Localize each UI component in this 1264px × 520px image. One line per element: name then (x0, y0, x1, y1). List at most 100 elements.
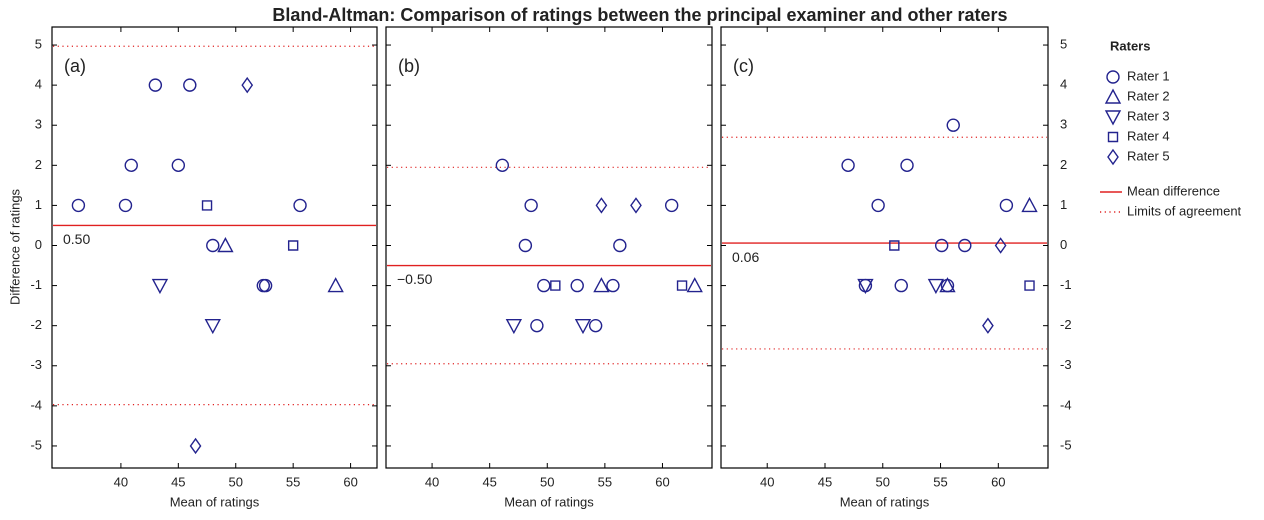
y-tick-label: 5 (1060, 36, 1067, 51)
x-tick-label: 55 (933, 474, 947, 489)
marker-circle (1106, 70, 1120, 84)
marker-diamond (595, 197, 608, 214)
y-tick-label: -2 (30, 317, 42, 332)
x-tick-label: 50 (876, 474, 890, 489)
y-tick-label: 4 (35, 77, 42, 92)
marker-square (550, 280, 561, 291)
marker-triangle-down (1104, 110, 1122, 126)
y-tick-label: -2 (1060, 317, 1072, 332)
y-tick-label: 1 (1060, 197, 1067, 212)
marker-square (676, 280, 688, 291)
marker-square (201, 200, 213, 211)
marker-triangle-down (927, 278, 945, 295)
marker-circle (71, 198, 86, 213)
y-tick-label: 0 (35, 237, 42, 252)
x-tick-label: 40 (760, 474, 774, 489)
marker-triangle-up (1021, 196, 1038, 213)
marker-triangle-down (151, 278, 169, 295)
marker-triangle-down (574, 318, 592, 335)
x-tick-label: 40 (425, 474, 439, 489)
y-axis-label: Difference of ratings (7, 188, 22, 305)
figure-title: Bland-Altman: Comparison of ratings betw… (272, 5, 1007, 25)
legend-label: Rater 5 (1127, 148, 1170, 163)
marker-circle (871, 198, 885, 213)
x-tick-label: 40 (114, 474, 128, 489)
marker-circle (171, 158, 186, 173)
marker-circle (183, 78, 197, 92)
marker-triangle-down (857, 278, 874, 295)
legend-label: Rater 3 (1127, 108, 1170, 123)
marker-circle (537, 278, 551, 293)
marker-circle (958, 238, 972, 253)
marker-circle (518, 238, 533, 253)
marker-diamond (630, 197, 642, 214)
marker-square (889, 240, 900, 251)
marker-circle (588, 318, 603, 333)
marker-circle (530, 318, 544, 333)
marker-circle (495, 158, 510, 173)
x-tick-label: 60 (343, 474, 357, 489)
marker-circle (570, 278, 584, 293)
legend-label: Mean difference (1127, 183, 1220, 198)
marker-triangle-down (204, 318, 221, 335)
legend-label: Rater 1 (1127, 68, 1170, 83)
y-tick-label: -4 (30, 397, 42, 412)
y-tick-label: -1 (1060, 277, 1072, 292)
legend-label: Rater 2 (1127, 88, 1170, 103)
marker-square (1024, 280, 1035, 291)
marker-circle (206, 238, 220, 253)
y-tick-label: 3 (1060, 117, 1067, 132)
marker-circle (606, 278, 620, 293)
legend-label: Limits of agreement (1127, 203, 1242, 218)
x-tick-label: 55 (598, 474, 612, 489)
marker-circle (946, 118, 960, 132)
marker-diamond (994, 237, 1007, 254)
marker-circle (613, 238, 627, 253)
x-tick-label: 60 (655, 474, 669, 489)
panel-frame (51, 26, 378, 469)
marker-triangle-up (686, 277, 703, 293)
marker-circle (124, 158, 138, 173)
x-axis-label: Mean of ratings (840, 494, 930, 509)
marker-square (287, 240, 299, 251)
y-tick-label: 1 (35, 197, 42, 212)
y-tick-label: -3 (30, 357, 42, 372)
x-tick-label: 50 (540, 474, 554, 489)
marker-circle (524, 198, 538, 213)
marker-circle (999, 198, 1014, 213)
marker-triangle-up (217, 237, 234, 253)
marker-diamond (1107, 148, 1119, 166)
x-tick-label: 45 (482, 474, 496, 489)
marker-circle (293, 198, 307, 213)
marker-triangle-down (505, 318, 523, 335)
x-tick-label: 55 (286, 474, 300, 489)
y-tick-label: 0 (1060, 237, 1067, 252)
marker-triangle-up (1104, 88, 1122, 104)
x-axis-label: Mean of ratings (504, 494, 594, 509)
marker-diamond (982, 317, 994, 334)
mean-difference-label: −0.50 (397, 271, 433, 287)
y-tick-label: -3 (1060, 357, 1072, 372)
panel-label: (b) (398, 56, 420, 76)
y-tick-label: -5 (30, 437, 42, 452)
y-tick-label: -4 (1060, 397, 1072, 412)
marker-triangle-up (939, 277, 956, 293)
x-axis-label: Mean of ratings (170, 494, 260, 509)
marker-circle (258, 278, 273, 293)
y-tick-label: -5 (1060, 437, 1072, 452)
marker-circle (148, 78, 163, 92)
panel-label: (a) (64, 56, 86, 76)
x-tick-label: 45 (818, 474, 832, 489)
marker-diamond (241, 76, 254, 94)
marker-circle (118, 198, 133, 213)
legend-title: Raters (1110, 38, 1150, 53)
marker-circle (900, 158, 914, 173)
x-tick-label: 50 (229, 474, 243, 489)
y-tick-label: 5 (35, 36, 42, 51)
marker-square (1107, 131, 1119, 143)
marker-circle (894, 278, 908, 293)
x-tick-label: 60 (991, 474, 1005, 489)
y-tick-label: 3 (35, 117, 42, 132)
legend-label: Rater 4 (1127, 128, 1170, 143)
y-tick-label: 4 (1060, 77, 1067, 92)
